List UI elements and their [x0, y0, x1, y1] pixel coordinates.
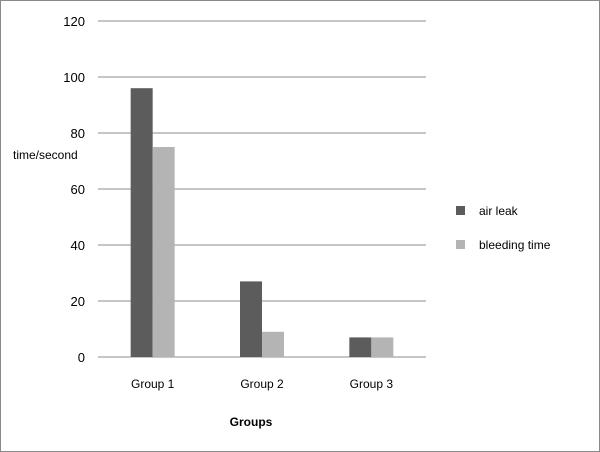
y-tick-labels: 0 20 40 60 80 100 120	[63, 14, 85, 365]
y-tick-label: 120	[63, 14, 85, 29]
legend-label: air leak	[479, 204, 519, 218]
bar-bleeding-time-group-2	[262, 331, 284, 357]
y-axis-label: time/second	[13, 148, 78, 162]
y-tick-label: 100	[63, 70, 85, 85]
bar-air-leak-group-3	[349, 337, 372, 357]
bar-bleeding-time-group-1	[152, 147, 175, 357]
bar-bleeding-time-group-3	[371, 337, 394, 357]
y-tick-label: 0	[78, 350, 85, 365]
x-tick-label: Group 3	[350, 377, 394, 391]
legend-swatch	[456, 206, 465, 215]
x-axis-label: Groups	[230, 415, 273, 429]
legend-label: bleeding time	[479, 238, 551, 252]
x-tick-labels: Group 1 Group 2 Group 3	[131, 377, 393, 391]
y-tick-label: 20	[71, 294, 85, 309]
bar-air-leak-group-2	[240, 281, 262, 357]
bars	[130, 88, 394, 357]
y-tick-label: 60	[71, 182, 85, 197]
legend-swatch	[456, 240, 465, 249]
y-tick-label: 80	[71, 126, 85, 141]
legend: air leak bleeding time	[456, 204, 551, 252]
x-tick-label: Group 1	[131, 377, 175, 391]
bar-air-leak-group-1	[130, 88, 153, 357]
y-tick-label: 40	[71, 238, 85, 253]
x-tick-label: Group 2	[240, 377, 284, 391]
